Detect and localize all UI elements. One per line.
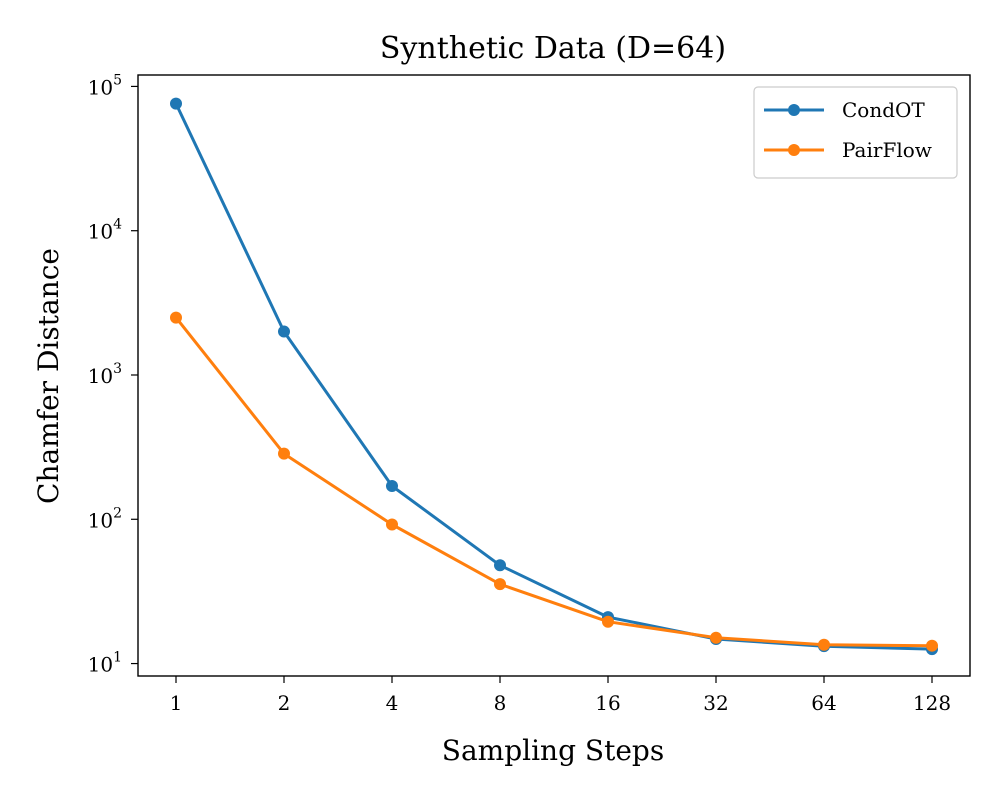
- y-tick-label: 105: [88, 72, 122, 99]
- x-tick-label: 4: [386, 691, 399, 715]
- x-tick-label: 8: [494, 691, 507, 715]
- y-tick-label: 102: [88, 505, 122, 532]
- x-tick-label: 64: [811, 691, 836, 715]
- y-tick-label: 101: [88, 650, 122, 677]
- data-point-pairflow: [386, 518, 398, 531]
- plot-area: [170, 97, 938, 656]
- legend-label: PairFlow: [842, 138, 932, 162]
- x-axis-ticks: 1 2 4 8 16 32 64 128: [170, 676, 951, 715]
- data-point-pairflow: [926, 639, 938, 652]
- legend-label: CondOT: [842, 98, 925, 122]
- data-point-condot: [386, 480, 398, 493]
- legend-marker: [788, 144, 800, 156]
- y-tick-label: 103: [88, 361, 122, 388]
- data-point-pairflow: [818, 638, 830, 651]
- data-point-pairflow: [494, 578, 506, 591]
- x-axis-label: Sampling Steps: [442, 734, 664, 767]
- data-point-pairflow: [710, 631, 722, 644]
- y-axis-label: Chamfer Distance: [32, 248, 65, 504]
- x-tick-label: 2: [278, 691, 291, 715]
- x-tick-label: 16: [595, 691, 620, 715]
- data-point-condot: [278, 325, 290, 338]
- chart-title: Synthetic Data (D=64): [380, 31, 726, 66]
- plot-frame: [137, 74, 971, 677]
- x-tick-label: 1: [170, 691, 183, 715]
- data-point-pairflow: [278, 447, 290, 460]
- data-point-condot: [170, 97, 182, 110]
- legend: CondOT PairFlow: [753, 86, 958, 179]
- data-point-pairflow: [602, 615, 614, 628]
- series-line-condot: [174, 102, 933, 651]
- series-line-pairflow: [174, 316, 933, 648]
- data-point-pairflow: [170, 311, 182, 324]
- x-tick-label: 128: [913, 691, 951, 715]
- y-axis-ticks: 101 102 103 104 105: [88, 72, 138, 677]
- y-tick-label: 104: [88, 217, 122, 244]
- legend-marker: [788, 104, 800, 116]
- x-tick-label: 32: [703, 691, 728, 715]
- data-point-condot: [494, 559, 506, 572]
